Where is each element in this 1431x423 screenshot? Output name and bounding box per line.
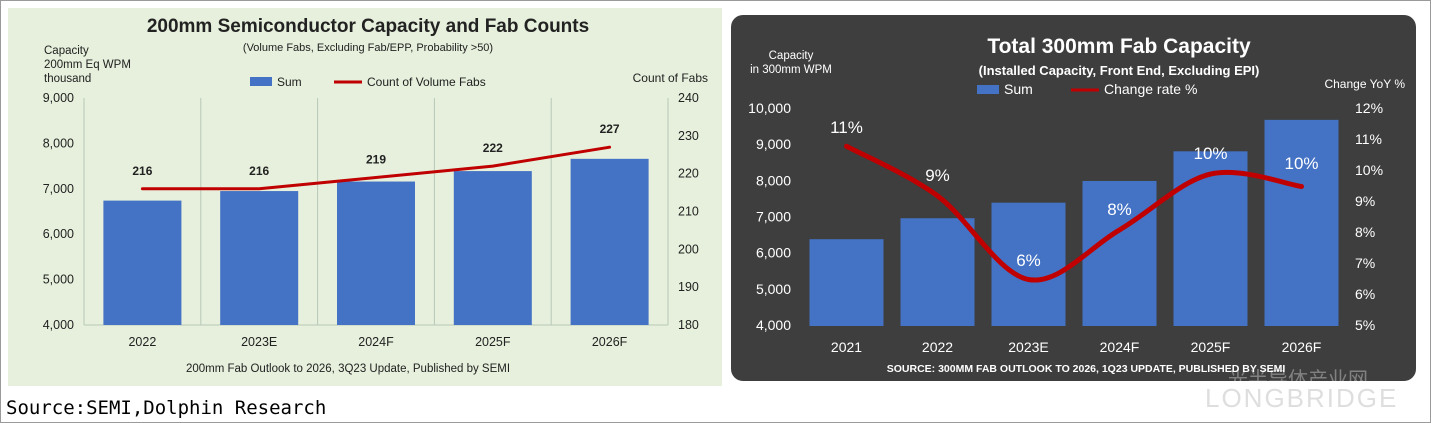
bar-2026F xyxy=(1264,119,1339,326)
chart-200mm: 200mm Semiconductor Capacity and Fab Cou… xyxy=(43,16,708,375)
y-tick-label: 9,000 xyxy=(756,136,791,152)
y2-tick-label: 7% xyxy=(1355,255,1375,271)
y2-tick-label: 200 xyxy=(678,242,699,256)
watermark-cn: 光半导体产业网 xyxy=(1228,369,1368,391)
y-tick-label: 5,000 xyxy=(43,273,74,287)
y-axis-label: in 300mm WPM xyxy=(750,64,832,76)
legend-label-line: Count of Volume Fabs xyxy=(367,75,486,89)
x-tick-label: 2024F xyxy=(358,335,394,349)
data-label: 11% xyxy=(830,118,863,137)
y2-axis-label: Change YoY % xyxy=(1324,77,1405,91)
y-tick-label: 4,000 xyxy=(756,317,791,333)
legend-label-sum: Sum xyxy=(277,75,302,89)
y2-tick-label: 180 xyxy=(678,318,699,332)
data-label: 10% xyxy=(1193,144,1227,163)
x-tick-label: 2022 xyxy=(922,339,953,355)
x-tick-label: 2025F xyxy=(475,335,511,349)
y2-tick-label: 10% xyxy=(1355,162,1383,178)
bar-2026F xyxy=(570,158,649,325)
y2-tick-label: 9% xyxy=(1355,193,1375,209)
legend-swatch-sum xyxy=(250,77,272,86)
bar-2022 xyxy=(900,218,975,326)
data-label: 8% xyxy=(1107,200,1132,219)
data-label: 227 xyxy=(600,122,620,136)
y2-tick-label: 11% xyxy=(1355,131,1382,147)
legend-label-line: Change rate % xyxy=(1104,81,1197,97)
watermark-brand: LONGBRIDGE xyxy=(1205,383,1399,413)
y-tick-label: 5,000 xyxy=(756,281,791,297)
bar-2024F xyxy=(337,181,415,325)
x-tick-label: 2024F xyxy=(1100,339,1140,355)
y2-tick-label: 240 xyxy=(678,91,699,105)
line-change-rate-% xyxy=(844,143,1304,283)
y-tick-label: 6,000 xyxy=(43,227,74,241)
y2-tick-label: 12% xyxy=(1355,100,1383,116)
chart-300mm-panel: Total 300mm Fab Capacity (Installed Capac… xyxy=(731,15,1416,381)
y-tick-label: 8,000 xyxy=(43,136,74,150)
data-label: 10% xyxy=(1284,154,1318,173)
x-tick-label: 2022 xyxy=(128,335,156,349)
y-axis-label: 200mm Eq WPM xyxy=(44,59,131,71)
data-label: 219 xyxy=(366,152,386,166)
bar-2025F xyxy=(453,171,532,325)
y-tick-label: 6,000 xyxy=(756,245,791,261)
data-label: 222 xyxy=(483,141,503,155)
bar-2024F xyxy=(1082,180,1157,326)
chart-300mm: Total 300mm Fab Capacity (Installed Capac… xyxy=(748,35,1405,375)
bar-2023E xyxy=(220,191,299,325)
source-caption: Source:SEMI,Dolphin Research xyxy=(6,397,327,419)
y-tick-label: 4,000 xyxy=(43,318,74,332)
y2-tick-label: 6% xyxy=(1355,286,1375,302)
bar-2021 xyxy=(809,239,884,326)
y2-axis-label: Count of Fabs xyxy=(633,71,708,85)
y-tick-label: 9,000 xyxy=(43,91,74,105)
y-axis-label: Capacity xyxy=(769,50,814,62)
chart-footnote: 200mm Fab Outlook to 2026, 3Q23 Update, … xyxy=(186,363,510,375)
data-label: 6% xyxy=(1016,251,1041,270)
legend-swatch-sum xyxy=(977,85,999,94)
y-tick-label: 8,000 xyxy=(756,172,791,188)
x-tick-label: 2023E xyxy=(241,335,277,349)
y-tick-label: 7,000 xyxy=(756,209,791,225)
data-label: 9% xyxy=(925,166,950,185)
x-tick-label: 2021 xyxy=(831,339,862,355)
y-tick-label: 7,000 xyxy=(43,182,74,196)
chart-title: Total 300mm Fab Capacity xyxy=(987,35,1251,58)
y2-tick-label: 220 xyxy=(678,167,699,181)
x-tick-label: 2026F xyxy=(592,335,628,349)
chart-subtitle: (Volume Fabs, Excluding Fab/EPP, Probabi… xyxy=(243,42,493,54)
y-tick-label: 10,000 xyxy=(748,100,791,116)
legend-label-sum: Sum xyxy=(1004,81,1033,97)
chart-200mm-panel: 200mm Semiconductor Capacity and Fab Cou… xyxy=(8,8,722,386)
chart-footnote: SOURCE: 300MM FAB OUTLOOK TO 2026, 1Q23 … xyxy=(887,363,1286,375)
chart-subtitle: (Installed Capacity, Front End, Excludin… xyxy=(979,63,1260,78)
y-axis-label: thousand xyxy=(44,73,91,85)
y2-tick-label: 190 xyxy=(678,280,699,294)
y2-tick-label: 210 xyxy=(678,205,699,219)
x-tick-label: 2026F xyxy=(1282,339,1322,355)
chart-title: 200mm Semiconductor Capacity and Fab Cou… xyxy=(147,16,589,37)
data-label: 216 xyxy=(249,164,269,178)
y2-tick-label: 8% xyxy=(1355,224,1375,240)
y2-tick-label: 230 xyxy=(678,129,699,143)
y-axis-label: Capacity xyxy=(44,45,89,57)
x-tick-label: 2023E xyxy=(1008,339,1048,355)
bar-2025F xyxy=(1173,151,1248,326)
data-label: 216 xyxy=(132,164,152,178)
y2-tick-label: 5% xyxy=(1355,317,1375,333)
bar-2022 xyxy=(103,200,182,325)
x-tick-label: 2025F xyxy=(1191,339,1231,355)
